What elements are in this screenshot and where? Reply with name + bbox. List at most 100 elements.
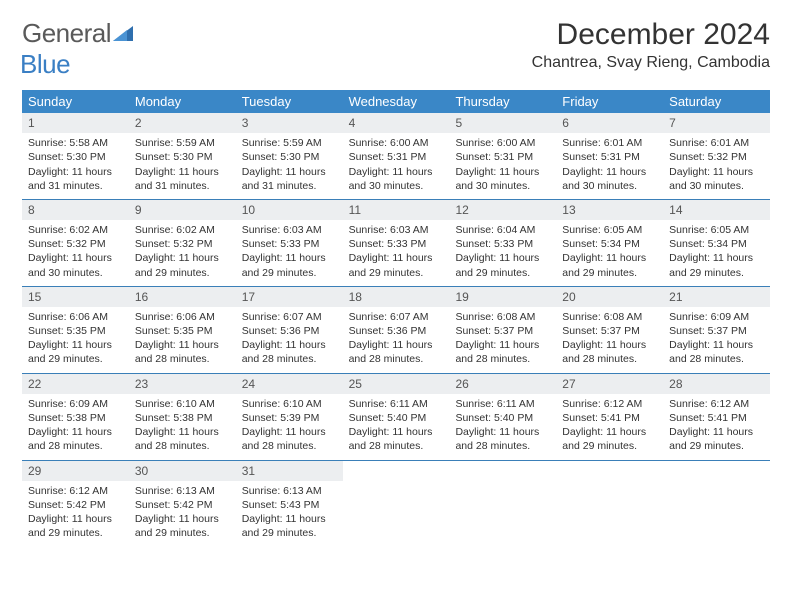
- day-body: Sunrise: 6:02 AMSunset: 5:32 PMDaylight:…: [22, 220, 129, 286]
- day-body: Sunrise: 6:06 AMSunset: 5:35 PMDaylight:…: [129, 307, 236, 373]
- day-cell: [449, 461, 556, 547]
- day-cell: 23Sunrise: 6:10 AMSunset: 5:38 PMDayligh…: [129, 374, 236, 460]
- day-cell: 11Sunrise: 6:03 AMSunset: 5:33 PMDayligh…: [343, 200, 450, 286]
- sunset-text: Sunset: 5:32 PM: [135, 237, 230, 251]
- day-header-monday: Monday: [129, 90, 236, 113]
- day-number: 22: [22, 374, 129, 394]
- day-body: [556, 465, 663, 474]
- sunset-text: Sunset: 5:41 PM: [562, 411, 657, 425]
- day-cell: 31Sunrise: 6:13 AMSunset: 5:43 PMDayligh…: [236, 461, 343, 547]
- week-row: 15Sunrise: 6:06 AMSunset: 5:35 PMDayligh…: [22, 286, 770, 373]
- sunset-text: Sunset: 5:31 PM: [349, 150, 444, 164]
- day-cell: 30Sunrise: 6:13 AMSunset: 5:42 PMDayligh…: [129, 461, 236, 547]
- sunset-text: Sunset: 5:37 PM: [669, 324, 764, 338]
- day-header-thursday: Thursday: [449, 90, 556, 113]
- daylight-text: Daylight: 11 hours and 28 minutes.: [455, 425, 550, 453]
- day-body: Sunrise: 6:03 AMSunset: 5:33 PMDaylight:…: [343, 220, 450, 286]
- daylight-text: Daylight: 11 hours and 29 minutes.: [562, 425, 657, 453]
- day-body: Sunrise: 6:10 AMSunset: 5:38 PMDaylight:…: [129, 394, 236, 460]
- sunrise-text: Sunrise: 6:05 AM: [669, 223, 764, 237]
- day-number: 21: [663, 287, 770, 307]
- daylight-text: Daylight: 11 hours and 31 minutes.: [242, 165, 337, 193]
- sunrise-text: Sunrise: 6:08 AM: [562, 310, 657, 324]
- sunset-text: Sunset: 5:31 PM: [562, 150, 657, 164]
- day-number: 29: [22, 461, 129, 481]
- daylight-text: Daylight: 11 hours and 28 minutes.: [455, 338, 550, 366]
- daylight-text: Daylight: 11 hours and 29 minutes.: [349, 251, 444, 279]
- sunrise-text: Sunrise: 6:08 AM: [455, 310, 550, 324]
- day-body: Sunrise: 6:08 AMSunset: 5:37 PMDaylight:…: [449, 307, 556, 373]
- day-cell: 21Sunrise: 6:09 AMSunset: 5:37 PMDayligh…: [663, 287, 770, 373]
- day-number: 20: [556, 287, 663, 307]
- sunrise-text: Sunrise: 5:59 AM: [135, 136, 230, 150]
- day-body: Sunrise: 6:00 AMSunset: 5:31 PMDaylight:…: [343, 133, 450, 199]
- day-cell: 24Sunrise: 6:10 AMSunset: 5:39 PMDayligh…: [236, 374, 343, 460]
- daylight-text: Daylight: 11 hours and 28 minutes.: [28, 425, 123, 453]
- day-number: 10: [236, 200, 343, 220]
- day-body: Sunrise: 6:04 AMSunset: 5:33 PMDaylight:…: [449, 220, 556, 286]
- daylight-text: Daylight: 11 hours and 29 minutes.: [669, 251, 764, 279]
- sunrise-text: Sunrise: 6:12 AM: [669, 397, 764, 411]
- week-row: 8Sunrise: 6:02 AMSunset: 5:32 PMDaylight…: [22, 199, 770, 286]
- day-cell: 29Sunrise: 6:12 AMSunset: 5:42 PMDayligh…: [22, 461, 129, 547]
- day-cell: [663, 461, 770, 547]
- sunrise-text: Sunrise: 6:10 AM: [242, 397, 337, 411]
- day-header-wednesday: Wednesday: [343, 90, 450, 113]
- sunrise-text: Sunrise: 6:13 AM: [242, 484, 337, 498]
- calendar: Sunday Monday Tuesday Wednesday Thursday…: [22, 90, 770, 546]
- day-number: 25: [343, 374, 450, 394]
- day-body: Sunrise: 6:10 AMSunset: 5:39 PMDaylight:…: [236, 394, 343, 460]
- sunrise-text: Sunrise: 6:12 AM: [562, 397, 657, 411]
- sunset-text: Sunset: 5:34 PM: [669, 237, 764, 251]
- day-number: 27: [556, 374, 663, 394]
- day-number: 5: [449, 113, 556, 133]
- day-number: 7: [663, 113, 770, 133]
- day-number: 18: [343, 287, 450, 307]
- day-body: Sunrise: 6:13 AMSunset: 5:42 PMDaylight:…: [129, 481, 236, 547]
- sunrise-text: Sunrise: 6:02 AM: [28, 223, 123, 237]
- day-number: 16: [129, 287, 236, 307]
- day-number: 3: [236, 113, 343, 133]
- day-header-friday: Friday: [556, 90, 663, 113]
- day-body: [449, 465, 556, 474]
- sunset-text: Sunset: 5:43 PM: [242, 498, 337, 512]
- day-body: Sunrise: 6:07 AMSunset: 5:36 PMDaylight:…: [343, 307, 450, 373]
- daylight-text: Daylight: 11 hours and 30 minutes.: [562, 165, 657, 193]
- day-body: Sunrise: 6:09 AMSunset: 5:37 PMDaylight:…: [663, 307, 770, 373]
- day-body: [343, 465, 450, 474]
- day-body: Sunrise: 6:05 AMSunset: 5:34 PMDaylight:…: [556, 220, 663, 286]
- daylight-text: Daylight: 11 hours and 30 minutes.: [669, 165, 764, 193]
- day-number: 2: [129, 113, 236, 133]
- sunset-text: Sunset: 5:37 PM: [455, 324, 550, 338]
- daylight-text: Daylight: 11 hours and 29 minutes.: [135, 512, 230, 540]
- sunset-text: Sunset: 5:35 PM: [28, 324, 123, 338]
- daylight-text: Daylight: 11 hours and 28 minutes.: [349, 338, 444, 366]
- day-cell: [343, 461, 450, 547]
- daylight-text: Daylight: 11 hours and 29 minutes.: [28, 338, 123, 366]
- daylight-text: Daylight: 11 hours and 28 minutes.: [242, 425, 337, 453]
- day-cell: 20Sunrise: 6:08 AMSunset: 5:37 PMDayligh…: [556, 287, 663, 373]
- daylight-text: Daylight: 11 hours and 28 minutes.: [242, 338, 337, 366]
- sunset-text: Sunset: 5:38 PM: [135, 411, 230, 425]
- sunrise-text: Sunrise: 5:58 AM: [28, 136, 123, 150]
- day-cell: 5Sunrise: 6:00 AMSunset: 5:31 PMDaylight…: [449, 113, 556, 199]
- sunset-text: Sunset: 5:40 PM: [455, 411, 550, 425]
- day-cell: 15Sunrise: 6:06 AMSunset: 5:35 PMDayligh…: [22, 287, 129, 373]
- day-cell: 1Sunrise: 5:58 AMSunset: 5:30 PMDaylight…: [22, 113, 129, 199]
- day-header-saturday: Saturday: [663, 90, 770, 113]
- page-title: December 2024: [532, 18, 770, 52]
- sunrise-text: Sunrise: 6:11 AM: [455, 397, 550, 411]
- day-body: Sunrise: 6:01 AMSunset: 5:31 PMDaylight:…: [556, 133, 663, 199]
- daylight-text: Daylight: 11 hours and 29 minutes.: [455, 251, 550, 279]
- day-cell: 4Sunrise: 6:00 AMSunset: 5:31 PMDaylight…: [343, 113, 450, 199]
- day-cell: 26Sunrise: 6:11 AMSunset: 5:40 PMDayligh…: [449, 374, 556, 460]
- daylight-text: Daylight: 11 hours and 29 minutes.: [135, 251, 230, 279]
- week-row: 29Sunrise: 6:12 AMSunset: 5:42 PMDayligh…: [22, 460, 770, 547]
- daylight-text: Daylight: 11 hours and 31 minutes.: [28, 165, 123, 193]
- day-body: Sunrise: 5:59 AMSunset: 5:30 PMDaylight:…: [236, 133, 343, 199]
- sunset-text: Sunset: 5:42 PM: [135, 498, 230, 512]
- day-body: Sunrise: 6:12 AMSunset: 5:42 PMDaylight:…: [22, 481, 129, 547]
- day-cell: 9Sunrise: 6:02 AMSunset: 5:32 PMDaylight…: [129, 200, 236, 286]
- sunrise-text: Sunrise: 6:12 AM: [28, 484, 123, 498]
- brand-text-general: General: [22, 18, 111, 48]
